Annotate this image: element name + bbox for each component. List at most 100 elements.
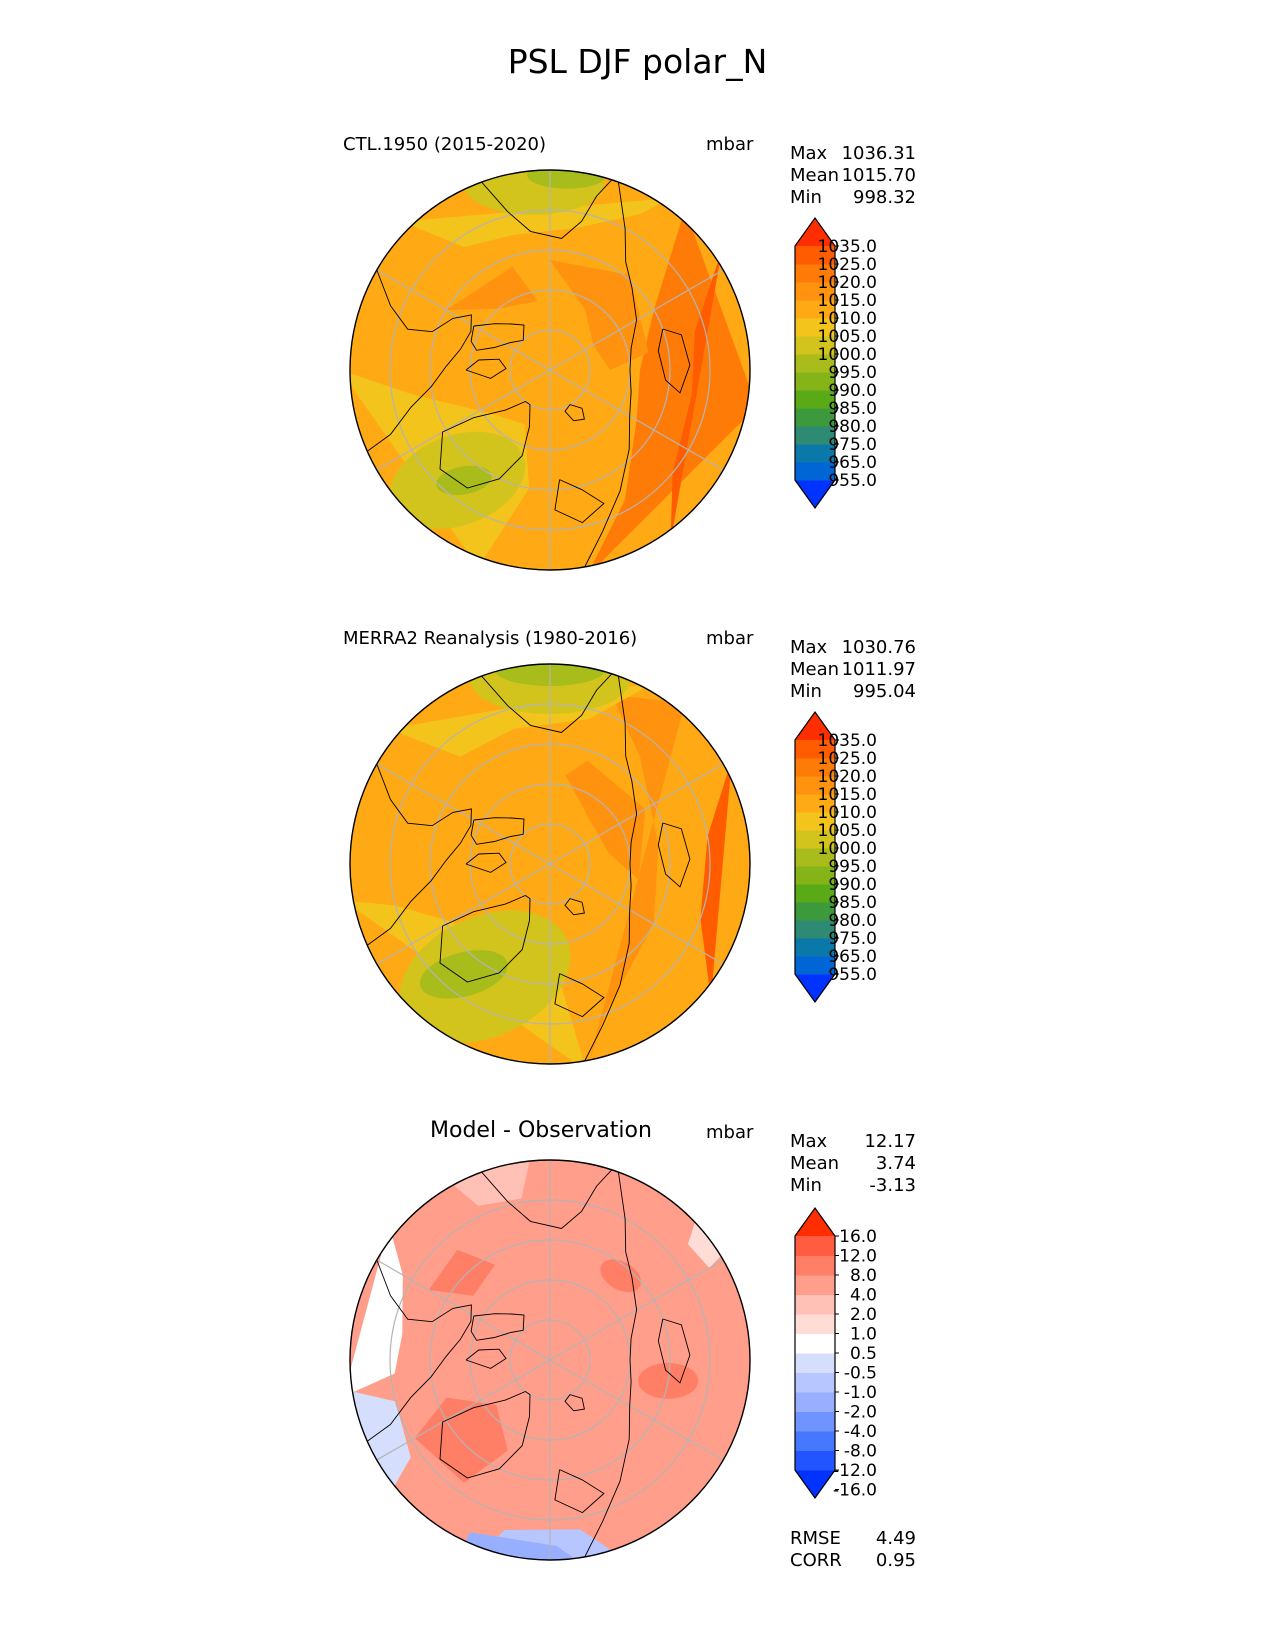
colorbar-2-tick-label: 1000.0	[818, 839, 877, 859]
panel-2-title: MERRA2 Reanalysis (1980-2016)	[343, 628, 638, 649]
colorbar-2-swatch	[795, 956, 835, 975]
polar-map-3-coastline	[470, 1313, 525, 1341]
colorbar-1-swatch	[795, 426, 835, 445]
polar-map-3-meridian	[367, 1359, 551, 1466]
polar-map-3-coastline	[657, 1318, 691, 1384]
colorbar-2-tick-label: 955.0	[828, 965, 877, 985]
colorbar-1-tick-label: 1025.0	[818, 255, 877, 275]
polar-map-3-contour	[600, 1259, 642, 1293]
polar-map-1-coastline	[465, 358, 507, 379]
colorbar-1-tick-label: 1020.0	[818, 273, 877, 293]
colorbar-2-swatch	[795, 830, 835, 849]
colorbar-3-tick-label: 2.0	[850, 1305, 877, 1325]
figure-title: PSL DJF polar_N	[507, 42, 768, 81]
colorbar-3-extend-max	[795, 1208, 835, 1236]
colorbar-1-tick-label: 965.0	[828, 453, 877, 473]
colorbar-2-extend-min	[795, 974, 835, 1002]
corr-value: 0.95	[875, 1550, 916, 1571]
colorbar-3-swatch	[795, 1372, 835, 1393]
max-label: Max	[790, 637, 828, 658]
colorbar-3-swatch	[795, 1411, 835, 1432]
polar-map-3-coastline	[481, 1169, 613, 1229]
colorbar-2-tick-label: 1010.0	[818, 803, 877, 823]
colorbar-1-tick-label: 1010.0	[818, 309, 877, 329]
corr-label: CORR	[790, 1550, 842, 1571]
polar-map-2-coastline	[657, 822, 691, 888]
polar-map-3-coastline	[554, 1469, 605, 1514]
colorbar-1-extend-min	[795, 480, 835, 508]
colorbar-2-swatch	[795, 758, 835, 777]
polar-map-2-coastline	[564, 898, 585, 916]
polar-map-1-contour	[463, 170, 604, 215]
rmse-label: RMSE	[790, 1528, 841, 1549]
colorbar-2-tick-label: 1020.0	[818, 767, 877, 787]
polar-map-2-field	[350, 664, 750, 1064]
colorbar-1-swatch	[795, 318, 835, 337]
panel-2-units: mbar	[706, 628, 754, 649]
panel-3-title: Model - Observation	[430, 1118, 652, 1143]
polar-map-2-coastline	[470, 817, 525, 845]
panel-3-stats: Max 12.17 Mean 3.74 Min -3.13	[790, 1131, 916, 1197]
max-label: Max	[790, 1131, 828, 1152]
colorbar-1-tick-label: 975.0	[828, 435, 877, 455]
mean-value: 1015.70	[841, 165, 916, 186]
colorbar-3-swatch	[795, 1353, 835, 1373]
mean-label: Mean	[790, 1153, 840, 1174]
polar-map-1-coastline	[367, 269, 472, 452]
polar-map-3-coastline	[584, 1172, 638, 1558]
colorbar-1-swatch	[795, 444, 835, 463]
colorbar-3-tick-label: 1.0	[850, 1325, 877, 1345]
colorbar-3-swatch	[795, 1294, 835, 1315]
panel-3-units: mbar	[706, 1122, 754, 1143]
colorbar-2-tick-label: 1015.0	[818, 785, 877, 805]
colorbar-2-tick-label: 1005.0	[818, 821, 877, 841]
colorbar-2-tick-label: 975.0	[828, 929, 877, 949]
polar-map-3-coastline	[439, 1390, 531, 1479]
max-value: 1030.76	[841, 637, 916, 658]
polar-map-1-meridian	[367, 369, 551, 476]
colorbar-2-tick-label: 1025.0	[818, 749, 877, 769]
colorbar-3-swatch	[795, 1275, 835, 1295]
polar-map-2-meridian	[367, 863, 551, 970]
colorbar-1-tick-label: 1005.0	[818, 327, 877, 347]
colorbar-3-tick-label: 0.5	[850, 1344, 877, 1364]
error-metrics: RMSE 4.49 CORR 0.95	[790, 1528, 916, 1572]
max-value: 12.17	[864, 1131, 916, 1152]
polar-map-2-meridian	[549, 758, 733, 865]
polar-map-1-contour	[401, 198, 671, 248]
polar-map-3-coastline	[564, 1394, 585, 1412]
polar-map-1-contour	[527, 170, 608, 189]
colorbar-1-tick-label: 985.0	[828, 399, 877, 419]
mean-value: 1011.97	[841, 659, 916, 680]
polar-map-1-field	[350, 170, 750, 570]
colorbar-3-swatch	[795, 1450, 835, 1471]
polar-map-2-contour	[586, 694, 685, 1064]
panel-1-title: CTL.1950 (2015-2020)	[343, 134, 547, 155]
colorbar-1-swatch	[795, 354, 835, 373]
mean-value: 3.74	[875, 1153, 916, 1174]
colorbar-3-tick-label: 8.0	[850, 1266, 877, 1286]
colorbar-3-swatch	[795, 1236, 835, 1256]
min-value: 995.04	[853, 681, 916, 702]
colorbar-2-swatch	[795, 938, 835, 957]
polar-map-1-meridian	[549, 264, 733, 371]
colorbar-2-extend-max	[795, 712, 835, 740]
colorbar-3-tick-label: -0.5	[844, 1364, 877, 1384]
colorbar-2-swatch	[795, 884, 835, 903]
polar-map-1-meridian	[549, 369, 733, 476]
colorbar-1-tick-label: 990.0	[828, 381, 877, 401]
colorbar-1-tick-label: 955.0	[828, 471, 877, 491]
polar-map-1-boundary	[349, 169, 751, 571]
min-label: Min	[790, 1175, 822, 1196]
polar-map-1-contour	[446, 266, 538, 310]
polar-map-2-contour	[419, 950, 508, 999]
colorbar-3-tick-label: -12.0	[833, 1461, 877, 1481]
polar-map-2-contour	[700, 759, 732, 999]
polar-map-2-coastline	[465, 852, 507, 873]
polar-map-3-field	[350, 1160, 750, 1560]
colorbar-1-tick-label: 1015.0	[818, 291, 877, 311]
max-label: Max	[790, 143, 828, 164]
polar-map-1-contour	[670, 249, 722, 542]
polar-map-3-coastline	[465, 1348, 507, 1369]
colorbar-3-tick-label: -16.0	[833, 1481, 877, 1501]
